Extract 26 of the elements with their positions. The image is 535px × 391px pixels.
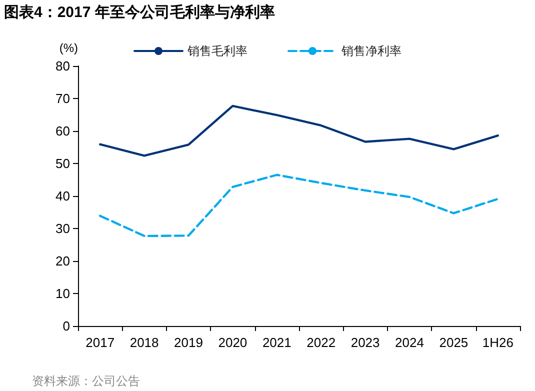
- x-tick-label: 2023: [350, 335, 380, 350]
- legend-label: 销售净利率: [340, 44, 402, 58]
- x-tick-label: 2021: [262, 335, 292, 350]
- chart-title: 图表4：2017 年至今公司毛利率与净利率: [4, 3, 275, 21]
- y-tick-label: 0: [62, 318, 70, 334]
- text: 资料来源：公司公告: [32, 374, 140, 388]
- x-tick-label: 1H26: [482, 335, 514, 350]
- legend-label: 销售毛利率: [186, 44, 248, 58]
- x-tick-label: 2019: [174, 335, 203, 350]
- y-tick-label: 50: [56, 156, 70, 171]
- y-axis-title: (%): [59, 41, 78, 55]
- x-tick-label: 2022: [306, 335, 336, 350]
- y-tick-label: 30: [56, 221, 70, 236]
- line-series: [99, 104, 499, 157]
- x-tick-label: 2025: [439, 335, 468, 350]
- y-tick-label: 60: [56, 124, 70, 138]
- x-tick-label: 2018: [130, 335, 159, 350]
- x-tick-label: 2020: [218, 335, 248, 350]
- x-tick-label: 2017: [86, 335, 115, 350]
- y-tick-label: 40: [56, 188, 70, 204]
- y-tick-label: 70: [56, 91, 70, 106]
- y-tick-label: 20: [56, 254, 70, 268]
- line-series: [99, 174, 499, 238]
- y-tick-label: 80: [56, 58, 70, 74]
- x-tick-label: 2024: [395, 335, 424, 350]
- y-tick-label: 10: [56, 286, 70, 301]
